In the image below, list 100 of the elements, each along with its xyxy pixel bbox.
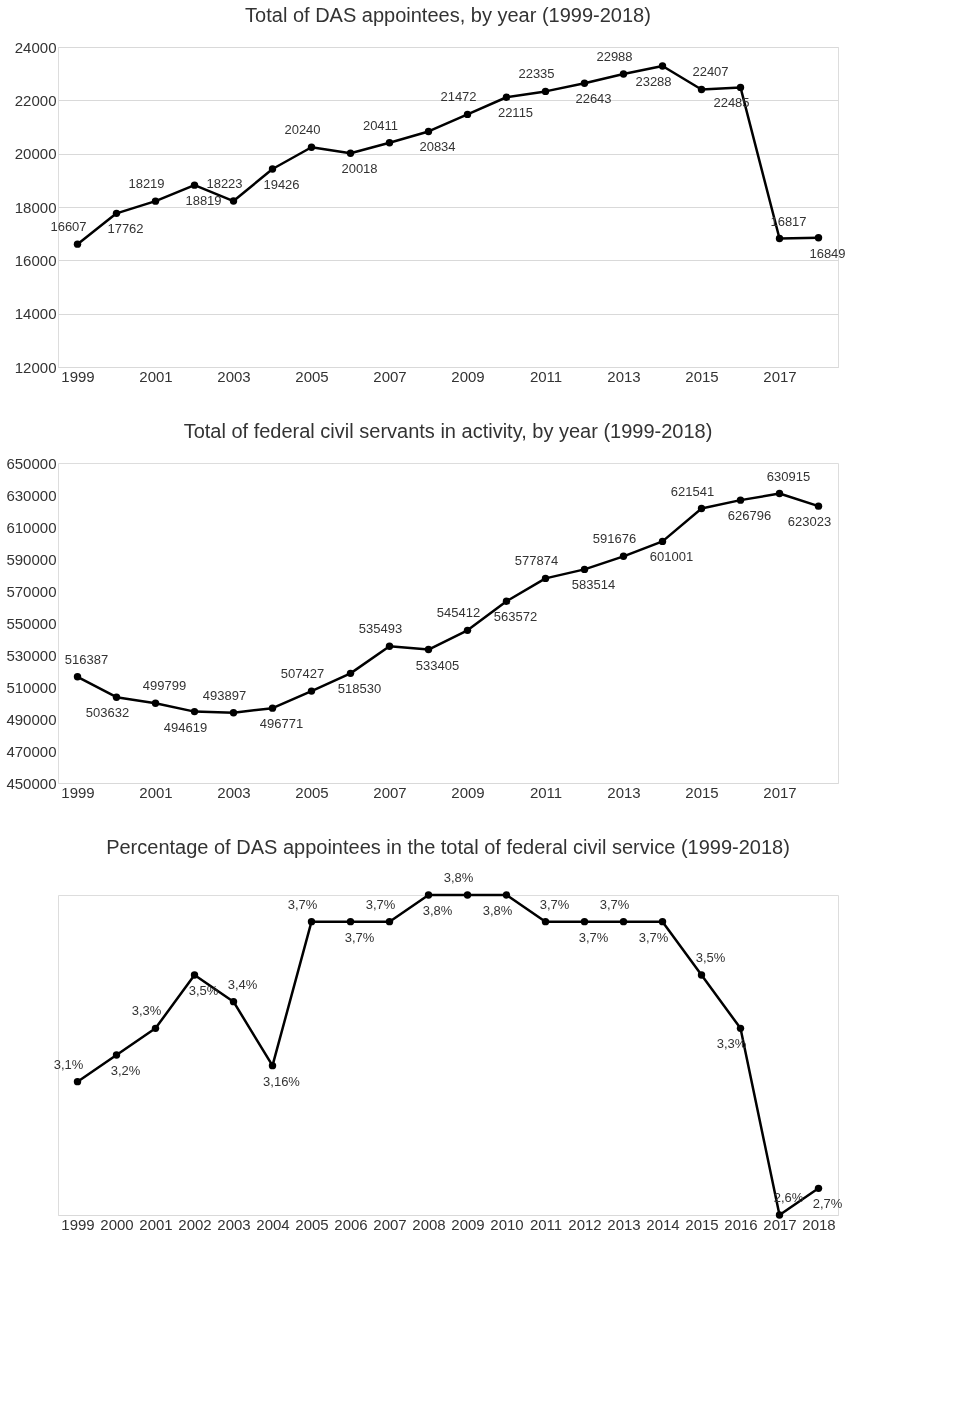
- data-label: 20240: [284, 122, 321, 138]
- point: [346, 917, 355, 926]
- data-label: 22988: [596, 48, 633, 64]
- point: [73, 240, 82, 248]
- data-label: 16849: [809, 245, 846, 261]
- y-tick-label: 18000: [14, 198, 57, 216]
- point: [151, 1024, 160, 1033]
- x-tick-label: 2002: [178, 1215, 212, 1233]
- data-label: 518530: [337, 681, 382, 697]
- point: [775, 489, 784, 498]
- x-tick-label: 2017: [763, 1215, 797, 1233]
- data-label: 20018: [341, 161, 378, 177]
- point: [424, 127, 433, 136]
- data-label: 3,3%: [131, 1003, 162, 1019]
- point: [697, 971, 706, 979]
- point: [463, 110, 472, 119]
- x-tick-label: 2011: [529, 1215, 563, 1233]
- data-label: 507427: [280, 666, 325, 682]
- data-label: 3,7%: [599, 896, 630, 912]
- data-label: 3,4%: [227, 976, 258, 992]
- point: [580, 79, 589, 87]
- data-label: 17762: [107, 221, 144, 237]
- y-tick-label: 610000: [6, 518, 57, 536]
- x-tick-label: 2009: [451, 367, 485, 385]
- data-label: 3,7%: [365, 896, 396, 912]
- data-label: 563572: [493, 609, 538, 625]
- y-tick-label: 470000: [6, 742, 57, 760]
- point: [697, 85, 706, 94]
- x-tick-label: 2012: [568, 1215, 602, 1233]
- point: [190, 971, 199, 979]
- x-tick-label: 2015: [685, 783, 719, 801]
- x-tick-label: 2005: [295, 1215, 329, 1233]
- y-tick-label: 24000: [14, 38, 57, 56]
- point: [658, 917, 667, 926]
- point: [775, 234, 784, 243]
- data-label: 22335: [518, 66, 555, 82]
- data-label: 496771: [259, 716, 304, 732]
- chart-title: Total of federal civil servants in activity, by year (1999-2018): [183, 420, 713, 442]
- data-label: 3,8%: [482, 903, 513, 918]
- point: [229, 709, 238, 717]
- point: [502, 891, 511, 899]
- point: [502, 597, 511, 605]
- data-label: 3,8%: [422, 903, 453, 918]
- point: [73, 673, 82, 681]
- x-tick-label: 2013: [607, 367, 641, 385]
- data-label: 626796: [727, 508, 772, 524]
- point: [814, 1184, 823, 1193]
- data-label: 577874: [514, 553, 559, 569]
- y-tick-label: 530000: [6, 646, 57, 664]
- data-label: 3,7%: [344, 929, 375, 945]
- data-label: 3,8%: [443, 870, 474, 885]
- y-tick-label: 12000: [14, 358, 57, 376]
- data-label: 18219: [128, 176, 165, 192]
- data-label: 503632: [85, 705, 130, 721]
- point: [502, 93, 511, 101]
- x-tick-label: 2006: [334, 1215, 368, 1233]
- x-tick-label: 2009: [451, 1215, 485, 1233]
- data-label: 545412: [436, 605, 481, 621]
- point: [736, 83, 745, 92]
- point: [619, 917, 628, 926]
- point: [385, 642, 394, 650]
- x-tick-label: 2011: [529, 367, 563, 385]
- point: [736, 496, 745, 504]
- x-tick-label: 2013: [607, 783, 641, 801]
- x-tick-label: 2018: [802, 1215, 836, 1233]
- point: [658, 62, 667, 70]
- point: [73, 1077, 82, 1086]
- point: [307, 917, 316, 926]
- point: [268, 1061, 277, 1070]
- data-label: 19426: [263, 176, 300, 192]
- y-tick-label: 22000: [14, 91, 57, 109]
- x-tick-label: 1999: [61, 1215, 95, 1233]
- data-label: 16607: [50, 219, 87, 235]
- data-label: 516387: [64, 651, 109, 667]
- point: [658, 537, 667, 546]
- point: [541, 574, 550, 583]
- chart-title: Percentage of DAS appointees in the total of federal civil service (1999-2018): [106, 836, 790, 858]
- x-tick-label: 2003: [217, 783, 251, 801]
- data-label: 23288: [635, 73, 672, 89]
- y-tick-label: 570000: [6, 582, 57, 600]
- x-tick-label: 2003: [217, 367, 251, 385]
- x-tick-label: 2009: [451, 783, 485, 801]
- data-label: 601001: [649, 549, 694, 565]
- x-tick-label: 2016: [724, 1215, 758, 1233]
- point: [736, 1024, 745, 1033]
- point: [151, 699, 160, 708]
- data-label: 3,7%: [638, 929, 669, 945]
- data-label: 18223: [206, 176, 243, 192]
- y-tick-label: 16000: [14, 251, 57, 269]
- point: [424, 891, 433, 899]
- x-tick-label: 2007: [373, 783, 407, 801]
- data-label: 2,7%: [812, 1196, 843, 1212]
- x-tick-label: 2010: [490, 1215, 524, 1233]
- data-label: 3,16%: [263, 1073, 301, 1089]
- y-tick-label: 650000: [6, 454, 57, 472]
- data-label: 3,7%: [578, 929, 609, 945]
- point: [580, 917, 589, 926]
- point: [385, 139, 394, 147]
- point: [541, 87, 550, 96]
- x-tick-label: 2007: [373, 367, 407, 385]
